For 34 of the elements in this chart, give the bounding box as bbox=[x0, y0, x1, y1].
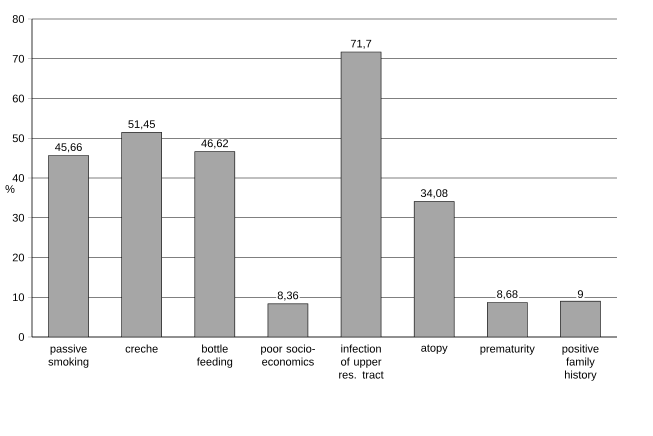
bar bbox=[487, 302, 528, 337]
data-label: 45,66 bbox=[55, 143, 82, 152]
y-tick-label: 0 bbox=[18, 333, 24, 341]
data-label: 51,45 bbox=[128, 120, 155, 130]
y-axis-title: % bbox=[6, 185, 14, 193]
y-tick-label: 60 bbox=[12, 94, 24, 102]
x-tick-label: infection of upper res. tract bbox=[339, 344, 384, 379]
data-label: 8,68 bbox=[497, 290, 518, 300]
data-label: 9 bbox=[578, 290, 583, 298]
y-tick-label: 70 bbox=[12, 54, 24, 63]
x-tick-label: atopy bbox=[421, 344, 448, 354]
x-tick-label: creche bbox=[126, 344, 158, 353]
x-tick-label: prematurity bbox=[480, 344, 535, 355]
y-tick-label: 50 bbox=[12, 134, 24, 142]
y-tick-label: 20 bbox=[12, 254, 24, 262]
x-tick-label: bottle feeding bbox=[196, 344, 232, 368]
data-label: 46,62 bbox=[201, 139, 228, 148]
data-label: 8,36 bbox=[278, 291, 298, 301]
bar bbox=[340, 52, 382, 337]
bar bbox=[121, 132, 162, 337]
x-tick-label: poor socio-economics bbox=[261, 344, 315, 366]
bar bbox=[194, 151, 236, 337]
bar bbox=[560, 300, 601, 337]
x-tick-label: passive smoking bbox=[48, 344, 88, 368]
y-tick-label: 80 bbox=[12, 15, 24, 23]
data-label: 71,7 bbox=[350, 40, 372, 49]
y-tick-label: 10 bbox=[13, 293, 24, 302]
y-tick-label: 30 bbox=[12, 214, 24, 222]
bar bbox=[414, 201, 454, 337]
data-label: 34,08 bbox=[420, 189, 448, 198]
y-tick-label: 40 bbox=[12, 174, 24, 182]
bar bbox=[268, 303, 308, 337]
bar bbox=[48, 155, 89, 337]
x-tick-label: positive family history bbox=[562, 344, 599, 381]
